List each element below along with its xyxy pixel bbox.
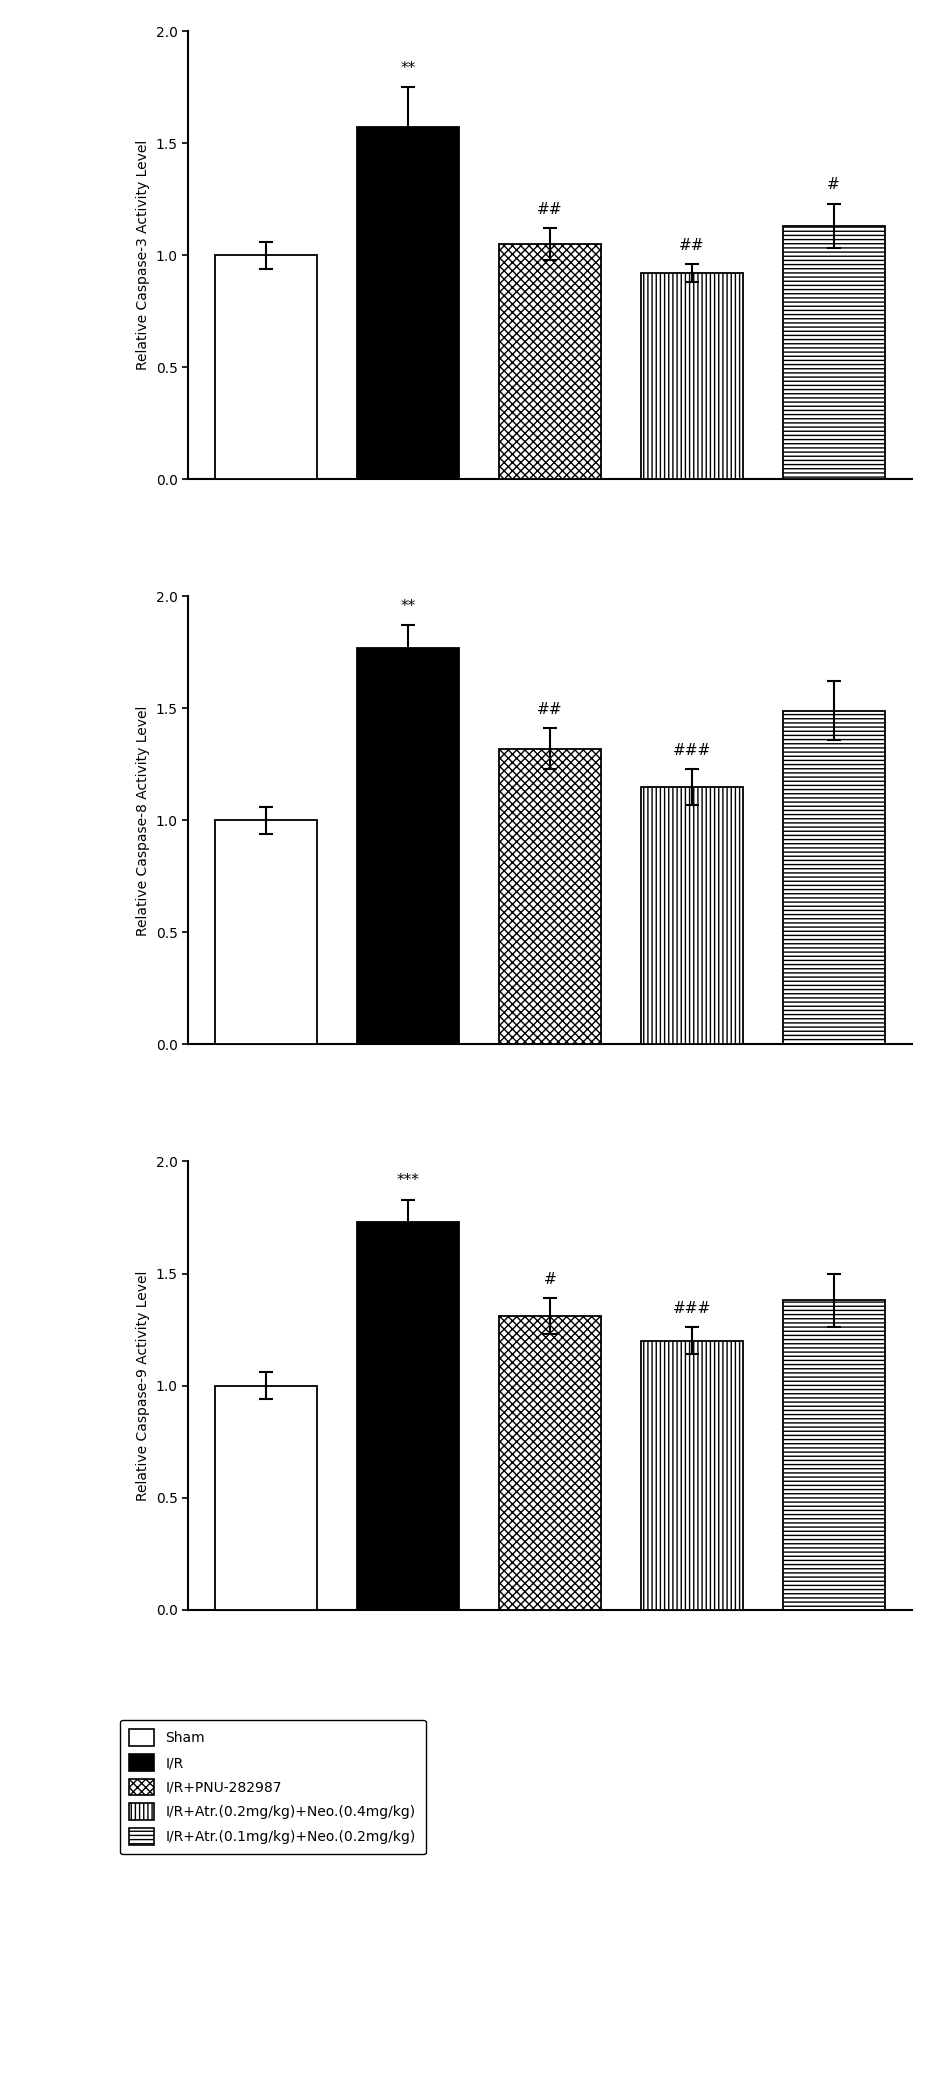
Text: ###: ### (673, 1302, 711, 1316)
Text: ##: ## (537, 201, 563, 218)
Text: **: ** (400, 60, 415, 77)
Bar (215, 1385, 317, 1609)
Bar (357, 1223, 459, 1609)
Bar (215, 820, 317, 1044)
Y-axis label: Relative Caspase-8 Activity Level: Relative Caspase-8 Activity Level (136, 706, 150, 936)
Bar (499, 1316, 601, 1609)
Bar (357, 127, 459, 480)
Bar (499, 245, 601, 480)
Bar (783, 226, 885, 480)
Bar (783, 710, 885, 1044)
Bar (783, 1300, 885, 1609)
Bar (215, 255, 317, 480)
Bar (641, 274, 743, 480)
Y-axis label: Relative Caspase-3 Activity Level: Relative Caspase-3 Activity Level (136, 139, 150, 370)
Text: ##: ## (537, 702, 563, 718)
Legend: Sham, I/R, I/R+PNU-282987, I/R+Atr.(0.2mg/kg)+Neo.(0.4mg/kg), I/R+Atr.(0.1mg/kg): Sham, I/R, I/R+PNU-282987, I/R+Atr.(0.2m… (119, 1719, 426, 1854)
Bar (357, 648, 459, 1044)
Text: ###: ### (673, 743, 711, 758)
Text: ##: ## (679, 239, 705, 253)
Y-axis label: Relative Caspase-9 Activity Level: Relative Caspase-9 Activity Level (136, 1271, 150, 1501)
Bar (641, 787, 743, 1044)
Text: #: # (827, 176, 840, 193)
Text: #: # (543, 1273, 556, 1287)
Text: ***: *** (397, 1173, 419, 1187)
Text: **: ** (400, 600, 415, 614)
Bar (499, 749, 601, 1044)
Bar (641, 1341, 743, 1609)
